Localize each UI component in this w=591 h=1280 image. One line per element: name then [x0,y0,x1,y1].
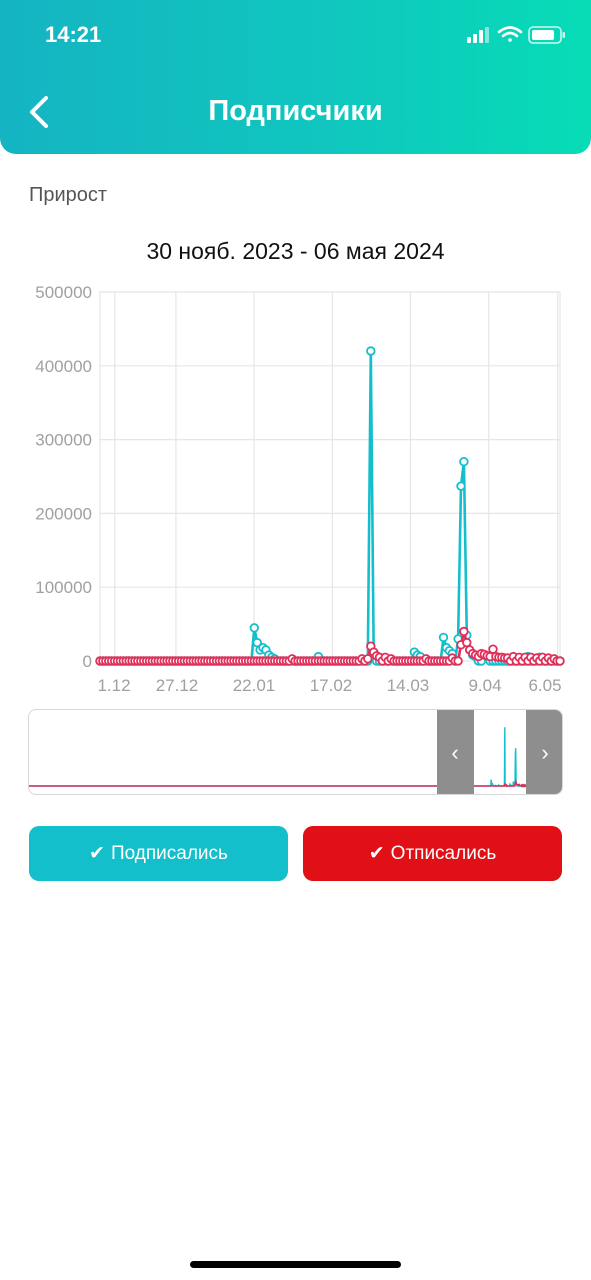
check-icon: ✔ [89,843,105,864]
x-tick-label: 1.12 [97,676,130,695]
navigator-window[interactable] [473,710,527,794]
y-tick-label: 500000 [35,283,92,302]
y-tick-label: 400000 [35,357,92,376]
navigator-line-unsubscribed [29,780,562,788]
home-indicator [190,1261,401,1268]
growth-chart[interactable]: 0 100000 200000 300000 400000 500000 1.12 27.1… [0,280,591,700]
data-point[interactable] [459,626,469,637]
data-point[interactable] [249,623,259,633]
x-tick-label: 9.04 [468,676,501,695]
data-point[interactable] [366,346,376,356]
x-axis: 1.12 27.12 22.01 17.02 14.03 9.04 6.05 [97,676,561,695]
status-time: 14:21 [45,22,102,47]
data-point[interactable] [555,656,565,666]
y-tick-label: 0 [83,652,92,671]
section-label: Прирост [29,184,108,206]
data-point[interactable] [488,644,498,654]
chart-series [95,346,565,666]
plot-frame [99,291,561,662]
navigator-preview [29,727,562,788]
cellular-signal-icon [467,27,489,43]
page-title: Подписчики [208,95,383,127]
unsubscribed-label: Отписались [390,842,497,864]
data-point[interactable] [453,656,463,666]
app-header: 14:21 Подписчики [0,0,591,154]
chevron-left-icon [30,96,48,128]
subscribed-label: Подписались [110,842,228,864]
subscribed-toggle-button[interactable]: ✔ Подписались [29,826,288,881]
x-tick-label: 6.05 [528,676,561,695]
battery-icon [528,26,565,44]
x-tick-label: 14.03 [387,676,430,695]
chevron-right-icon: › [541,740,549,765]
data-point[interactable] [363,654,373,664]
series-unsubscribed [95,626,565,666]
navigator-prev-handle[interactable]: ‹ [437,710,473,794]
y-tick-label: 300000 [35,431,92,450]
chevron-left-icon: ‹ [451,740,459,765]
y-axis: 0 100000 200000 300000 400000 500000 [35,283,92,671]
x-tick-label: 27.12 [156,676,199,695]
wifi-icon [497,26,523,42]
data-point[interactable] [459,456,469,467]
x-tick-label: 22.01 [233,676,276,695]
range-navigator[interactable]: ‹ › [28,709,563,795]
series-subscribed [95,346,565,666]
x-tick-label: 17.02 [310,676,353,695]
chart-grid [99,291,561,662]
unsubscribed-toggle-button[interactable]: ✔ Отписались [303,826,562,881]
back-button[interactable] [22,92,58,132]
date-range: 30 нояб. 2023 - 06 мая 2024 [146,238,445,264]
status-icons [467,26,565,44]
data-point[interactable] [456,481,466,491]
y-tick-label: 200000 [35,504,92,523]
series-line-subscribed [100,349,560,663]
check-icon: ✔ [368,843,385,864]
data-point[interactable] [438,632,449,643]
navigator-next-handle[interactable]: › [527,710,562,794]
y-tick-label: 100000 [35,578,92,597]
